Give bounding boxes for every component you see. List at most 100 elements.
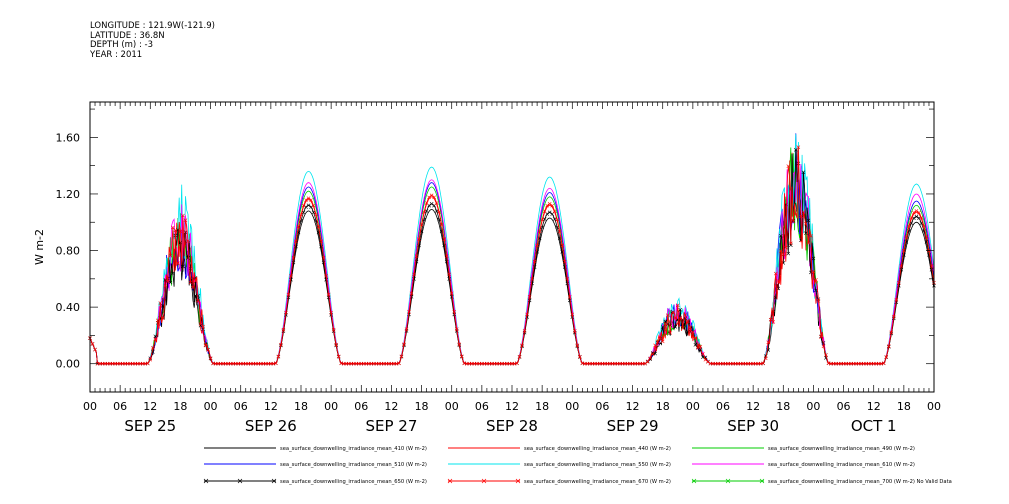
series-marker <box>399 354 404 359</box>
series-marker <box>686 319 690 323</box>
series-marker <box>168 253 173 258</box>
series-marker <box>522 329 527 333</box>
series-marker <box>176 261 180 265</box>
series-marker <box>336 354 341 359</box>
series-marker <box>809 233 813 238</box>
x-tick-label: 18 <box>776 400 790 413</box>
series-marker <box>545 212 549 216</box>
series-marker <box>645 360 650 364</box>
series-marker <box>304 205 308 209</box>
series-marker <box>897 283 901 288</box>
x-tick-label: 12 <box>264 400 278 413</box>
series-marker <box>181 264 185 269</box>
series-marker <box>811 269 816 274</box>
series-marker <box>781 252 786 257</box>
legend-marker <box>203 478 209 484</box>
day-label: SEP 27 <box>365 417 417 435</box>
series-marker <box>321 256 326 260</box>
series-marker <box>434 209 439 213</box>
series-marker <box>542 209 547 213</box>
series-marker <box>309 205 313 209</box>
series-marker <box>439 222 444 227</box>
series-marker <box>557 229 562 234</box>
series-marker <box>565 277 570 281</box>
series-marker <box>525 312 529 317</box>
series-marker <box>535 243 539 248</box>
series-marker <box>449 291 454 296</box>
x-tick-label: 06 <box>234 400 248 413</box>
series-marker <box>572 329 577 333</box>
legend-label: sea_surface_downwelling_irradiance_mean_… <box>280 479 427 485</box>
series-marker <box>540 217 544 222</box>
series-marker <box>578 354 582 359</box>
series-marker <box>286 292 291 297</box>
y-tick-label: 1.60 <box>56 131 81 144</box>
series-marker <box>811 256 816 261</box>
series-marker <box>693 336 698 340</box>
x-tick-label: 00 <box>927 400 941 413</box>
series-marker <box>794 212 798 217</box>
series-marker <box>766 340 771 345</box>
series-marker <box>783 245 788 250</box>
series-marker <box>444 254 449 258</box>
series-marker <box>821 344 826 349</box>
x-tick-label: 00 <box>83 400 97 413</box>
series-marker <box>912 210 916 215</box>
metadata-block: LONGITUDE : 121.9W(-121.9) LATITUDE : 36… <box>90 21 215 60</box>
series-marker <box>407 310 411 314</box>
series-marker <box>786 164 791 168</box>
series-marker <box>181 213 185 218</box>
series-marker <box>409 295 414 299</box>
x-tick-label: 18 <box>173 400 187 413</box>
series-marker <box>560 243 565 248</box>
series-marker <box>550 203 555 208</box>
legend-marker <box>271 478 277 484</box>
series-marker <box>776 279 781 283</box>
x-tick-label: 18 <box>535 400 549 413</box>
series-marker <box>683 316 688 321</box>
day-label: SEP 30 <box>727 417 779 435</box>
series-marker <box>929 264 934 268</box>
series-marker <box>196 298 200 303</box>
legend-marker <box>447 478 453 484</box>
series-marker <box>309 198 313 202</box>
series-marker <box>899 264 904 268</box>
series-marker <box>404 327 409 331</box>
day-label: SEP 28 <box>486 417 538 435</box>
series-marker <box>153 334 158 339</box>
series-marker <box>161 316 165 321</box>
series-marker <box>419 222 424 227</box>
x-tick-label: 12 <box>626 400 640 413</box>
series-marker <box>424 209 429 213</box>
legend-item: sea_surface_downwelling_irradiance_mean_… <box>691 478 952 485</box>
series-marker <box>319 239 323 244</box>
series-marker <box>696 346 700 350</box>
series-marker <box>173 228 178 233</box>
series-marker <box>791 219 796 224</box>
series-marker <box>186 239 190 244</box>
legend-item: sea_surface_downwelling_irradiance_mean_… <box>692 446 915 452</box>
x-tick-label: 00 <box>204 400 218 413</box>
series-marker <box>655 340 660 344</box>
x-tick-label: 12 <box>505 400 519 413</box>
series-marker <box>517 354 522 359</box>
series-marker <box>427 195 431 200</box>
series-marker <box>532 259 537 264</box>
series-marker <box>515 361 519 366</box>
series-marker <box>675 303 680 308</box>
x-tick-label: 12 <box>384 400 398 413</box>
series-marker <box>437 210 441 214</box>
series-marker <box>663 321 668 326</box>
series-marker <box>570 312 575 317</box>
legend-label: sea_surface_downwelling_irradiance_mean_… <box>768 446 915 452</box>
series-marker <box>691 330 695 334</box>
series-marker <box>281 327 286 332</box>
day-label: SEP 29 <box>607 417 659 435</box>
series-marker <box>894 297 899 302</box>
series-marker <box>289 274 293 278</box>
series-marker <box>816 299 821 303</box>
x-tick-label: 00 <box>565 400 579 413</box>
series-marker <box>429 193 434 198</box>
legend-item: sea_surface_downwelling_irradiance_mean_… <box>204 446 427 452</box>
